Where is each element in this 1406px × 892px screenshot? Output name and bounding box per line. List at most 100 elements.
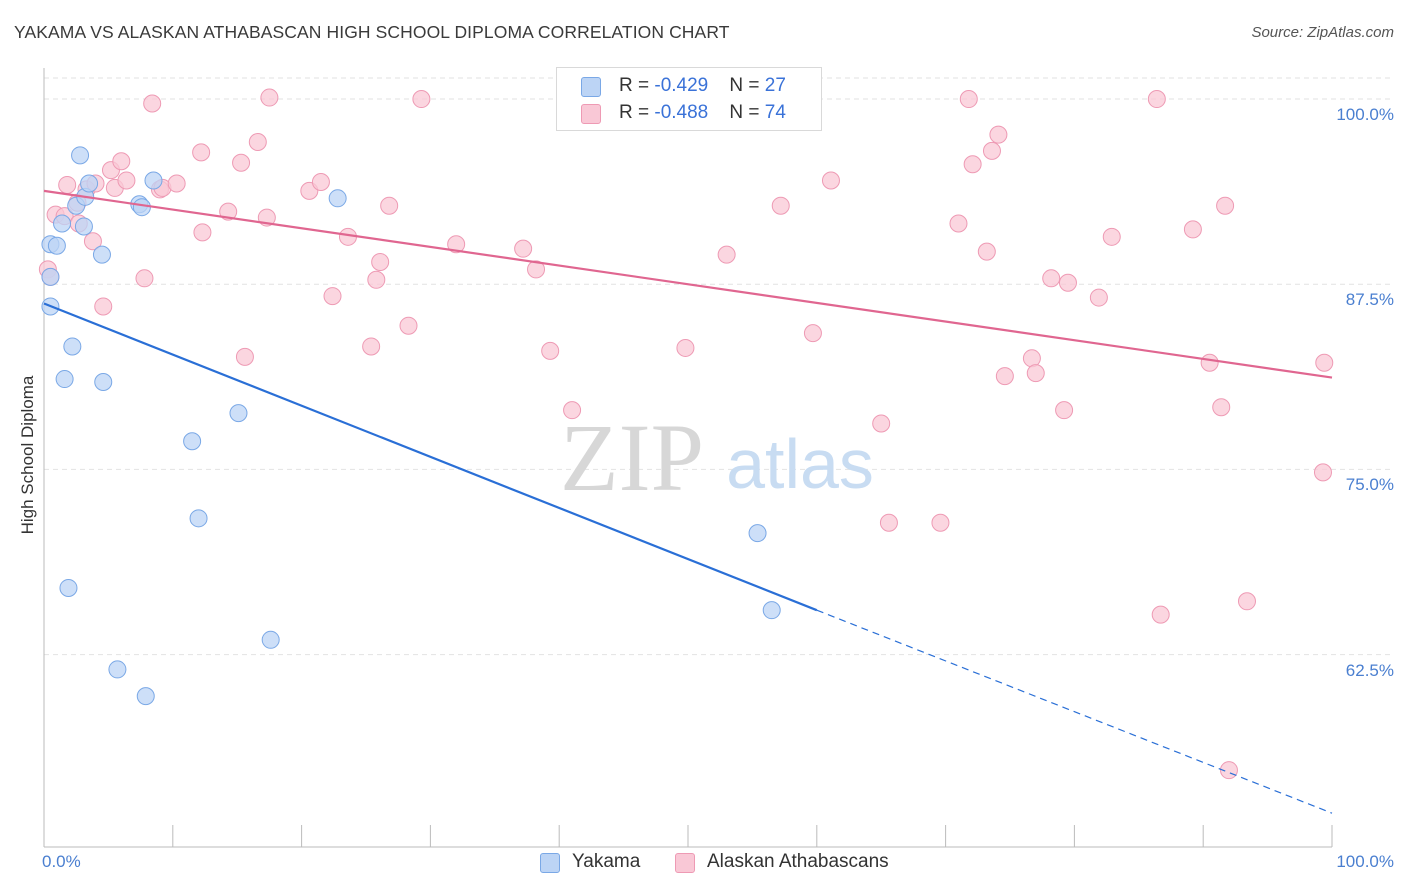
x-tick-max: 100.0% [1336, 852, 1394, 871]
data-point-alaskan [821, 171, 840, 190]
trend-line-alaskan [43, 189, 1333, 379]
y-tick-label: 75.0% [1345, 475, 1394, 495]
source-credit: Source: ZipAtlas.com [1251, 24, 1394, 41]
data-point-alaskan [1237, 592, 1256, 611]
bottom-legend-swatch-alaskan [675, 853, 695, 873]
data-point-alaskan [399, 316, 418, 335]
data-point-alaskan [135, 269, 154, 288]
data-point-yakama [144, 171, 163, 190]
data-point-alaskan [1022, 349, 1041, 368]
data-point-yakama [183, 432, 202, 451]
correlation-legend: R = -0.429 N = 27 R = -0.488 N = 74 [556, 67, 822, 131]
y-axis-label: High School Diploma [18, 375, 37, 535]
data-point-alaskan [527, 260, 546, 279]
data-point-yakama [328, 189, 347, 208]
data-point-yakama [132, 198, 151, 217]
bottom-legend-label-yakama: Yakama [572, 851, 641, 872]
data-point-alaskan [879, 513, 898, 532]
data-point-alaskan [1058, 273, 1077, 292]
data-point-yakama [748, 524, 767, 543]
data-point-yakama [261, 630, 280, 649]
data-point-yakama [59, 578, 78, 597]
data-point-yakama [47, 236, 66, 255]
y-tick-label: 62.5% [1345, 660, 1394, 680]
data-point-alaskan [1089, 288, 1108, 307]
watermark-atlas: atlas [726, 425, 874, 503]
data-point-yakama [94, 373, 113, 392]
data-point-alaskan [1151, 605, 1170, 624]
data-point-alaskan [371, 253, 390, 272]
data-point-alaskan [58, 175, 77, 194]
data-point-alaskan [963, 155, 982, 174]
legend-swatch-alaskan [581, 104, 601, 124]
data-point-alaskan [1183, 220, 1202, 239]
data-point-alaskan [193, 223, 212, 242]
trend-line-yakama [43, 302, 818, 612]
data-point-alaskan [94, 297, 113, 316]
data-point-alaskan [1102, 227, 1121, 246]
y-tick-label: 100.0% [1336, 105, 1394, 125]
data-point-yakama [71, 146, 90, 165]
data-point-alaskan [1315, 353, 1334, 372]
x-tick-min: 0.0% [42, 852, 81, 871]
data-point-alaskan [563, 401, 582, 420]
legend-n-value-alaskan: 74 [764, 102, 786, 123]
legend-swatch-yakama [581, 77, 601, 97]
data-point-yakama [74, 217, 93, 236]
data-point-alaskan [412, 90, 431, 109]
axes [43, 68, 1333, 848]
data-point-alaskan [112, 152, 131, 171]
data-point-alaskan [167, 174, 186, 193]
data-point-alaskan [117, 171, 136, 190]
data-point-alaskan [260, 88, 279, 107]
data-point-alaskan [949, 214, 968, 233]
data-point-alaskan [717, 245, 736, 264]
data-point-alaskan [380, 196, 399, 215]
data-point-alaskan [1216, 196, 1235, 215]
series-yakama-points [41, 146, 781, 706]
bottom-legend-label-alaskan: Alaskan Athabascans [707, 851, 889, 872]
data-point-yakama [53, 214, 72, 233]
data-point-alaskan [541, 341, 560, 360]
data-point-alaskan [1147, 90, 1166, 109]
data-point-alaskan [311, 173, 330, 192]
legend-r-value-alaskan: -0.488 [654, 102, 709, 123]
data-point-yakama [55, 370, 74, 389]
data-point-alaskan [248, 133, 267, 152]
data-point-alaskan [514, 239, 533, 258]
data-point-alaskan [872, 414, 891, 433]
data-point-yakama [80, 174, 99, 193]
trend-line-yakama-extension [816, 609, 1333, 814]
data-point-alaskan [995, 367, 1014, 386]
data-point-alaskan [367, 270, 386, 289]
data-point-alaskan [83, 232, 102, 251]
series-alaskan-points [38, 88, 1334, 780]
trend-lines [43, 189, 1333, 814]
chart-title: YAKAMA VS ALASKAN ATHABASCAN HIGH SCHOOL… [14, 22, 730, 42]
data-point-alaskan [959, 90, 978, 109]
legend-n-label: N = [729, 75, 765, 96]
bottom-legend-swatch-yakama [540, 853, 560, 873]
data-point-alaskan [1200, 353, 1219, 372]
data-point-alaskan [1055, 401, 1074, 420]
data-point-yakama [41, 267, 60, 286]
data-point-alaskan [803, 324, 822, 343]
data-point-alaskan [977, 242, 996, 261]
data-point-alaskan [1313, 463, 1332, 482]
y-tick-label: 87.5% [1345, 290, 1394, 310]
data-point-yakama [92, 245, 111, 264]
data-point-alaskan [931, 513, 950, 532]
data-point-alaskan [1042, 269, 1061, 288]
data-point-alaskan [232, 153, 251, 172]
data-point-alaskan [192, 143, 211, 162]
data-point-yakama [189, 509, 208, 528]
data-point-alaskan [447, 235, 466, 254]
legend-r-label: R = [619, 102, 655, 123]
data-point-alaskan [1212, 398, 1231, 417]
data-point-yakama [229, 404, 248, 423]
data-point-yakama [63, 337, 82, 356]
data-point-alaskan [676, 338, 695, 357]
legend-r-label: R = [619, 75, 655, 96]
legend-n-value-yakama: 27 [764, 75, 786, 96]
